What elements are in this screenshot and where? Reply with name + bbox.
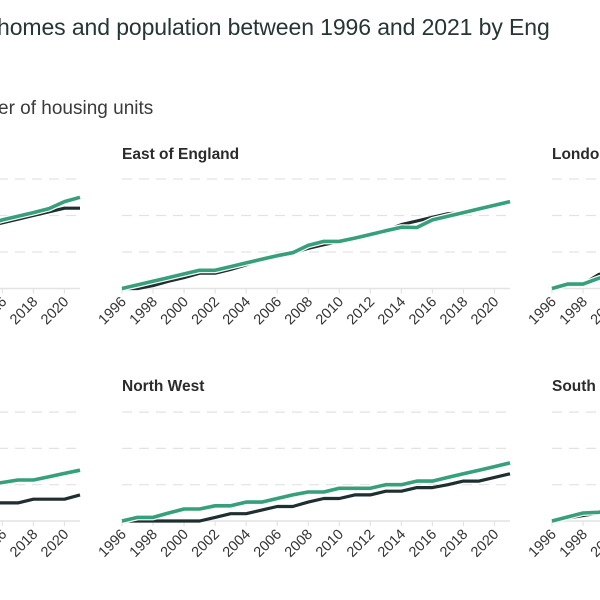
series-line-green [121,199,511,291]
x-tick-label: 2020 [468,527,502,561]
series-line-green [121,461,511,523]
x-tick-label: 1996 [96,294,130,328]
x-tick-label: 2016 [406,294,440,328]
x-tick-label: 2006 [251,527,285,561]
x-tick-label: 2002 [189,294,223,328]
x-tick-label: 2002 [189,527,223,561]
x-tick-label: 1996 [96,527,130,561]
panel-title-london: Londo [552,146,600,163]
x-tick-label: 2010 [313,527,347,561]
x-tick-label: 2000 [588,294,600,328]
x-tick-label: 1998 [557,527,591,561]
x-tick-label: 2008 [282,294,316,328]
panel-title-east-of-england: East of England [122,146,240,163]
x-tick-label: 2020 [38,527,72,561]
x-tick-label: 2012 [344,527,378,561]
x-tick-label: 2018 [437,527,471,561]
x-tick-label: 2016 [0,527,10,561]
x-tick-label: 2016 [406,527,440,561]
panel-title-north-west: North West [122,378,205,395]
chart-subtitle: er of housing units [0,98,154,119]
x-tick-label: 2000 [588,527,600,561]
x-tick-label: 2006 [251,294,285,328]
x-tick-label: 2014 [375,527,409,561]
series-line-dark [0,493,81,505]
x-tick-label: 2008 [282,527,316,561]
panel-title-south: South [552,378,596,395]
x-tick-label: 2004 [220,527,254,561]
x-tick-label: 2014 [375,294,409,328]
series-line-green [0,195,81,223]
x-tick-label: 2010 [313,294,347,328]
series-line-dark [122,472,511,523]
x-tick-label: 1998 [127,294,161,328]
x-tick-label: 1996 [526,294,560,328]
x-tick-label: 2020 [468,294,502,328]
x-tick-label: 2004 [220,294,254,328]
series-line-green [0,468,81,485]
x-tick-label: 2000 [158,294,192,328]
series-line-green [551,276,600,291]
x-tick-label: 2018 [7,294,41,328]
x-tick-label: 1998 [127,527,161,561]
chart-title: homes and population between 1996 and 20… [0,14,550,40]
x-tick-label: 2018 [437,294,471,328]
x-tick-label: 1998 [557,294,591,328]
x-tick-label: 2000 [158,527,192,561]
series-line-green [551,510,600,523]
x-tick-label: 2012 [344,294,378,328]
x-tick-label: 1996 [526,527,560,561]
x-tick-label: 2016 [0,294,10,328]
x-tick-label: 2018 [7,527,41,561]
x-tick-label: 2020 [38,294,72,328]
